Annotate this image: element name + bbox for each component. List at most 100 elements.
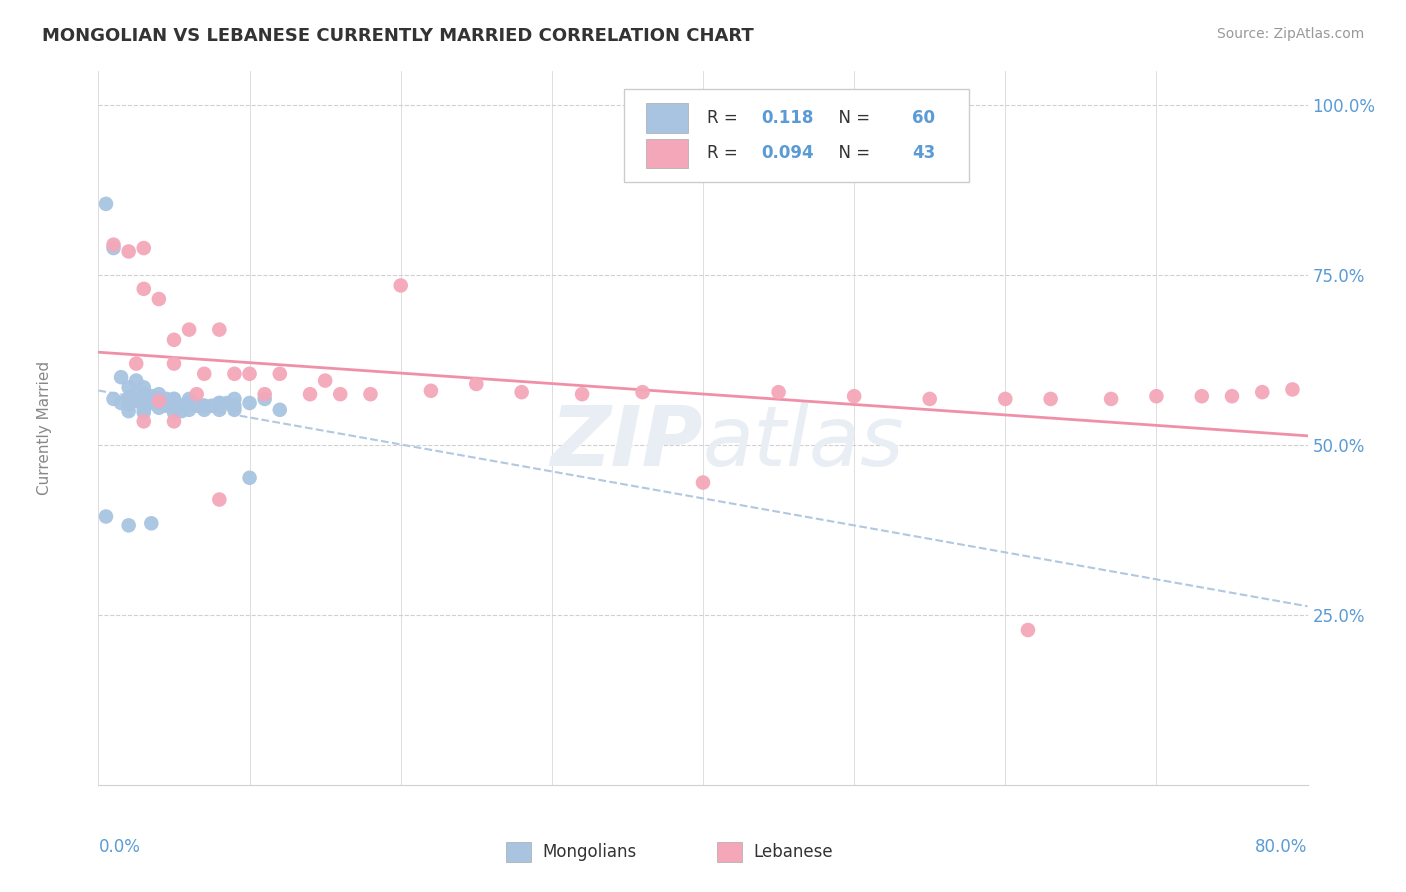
- Point: [1220, 389, 1243, 403]
- Point: [186, 387, 208, 401]
- Point: [186, 399, 208, 413]
- Point: [163, 396, 186, 410]
- Point: [155, 399, 177, 413]
- Point: [179, 402, 201, 417]
- Point: [155, 392, 177, 406]
- Point: [118, 518, 141, 533]
- Point: [224, 399, 246, 413]
- Point: [141, 389, 163, 403]
- Point: [125, 387, 148, 401]
- Text: 60: 60: [912, 109, 935, 127]
- Point: [125, 374, 148, 388]
- FancyBboxPatch shape: [647, 138, 689, 169]
- Point: [269, 367, 291, 381]
- Point: [132, 405, 155, 419]
- Point: [179, 323, 201, 337]
- Text: Mongolians: Mongolians: [543, 843, 637, 861]
- Text: ZIP: ZIP: [550, 402, 703, 483]
- Point: [125, 394, 148, 409]
- Text: R =: R =: [707, 145, 742, 162]
- Point: [110, 396, 132, 410]
- Point: [148, 396, 170, 410]
- Point: [125, 392, 148, 406]
- Point: [103, 241, 125, 255]
- Point: [1017, 623, 1039, 637]
- Text: 0.094: 0.094: [761, 145, 814, 162]
- Point: [163, 333, 186, 347]
- Point: [269, 402, 291, 417]
- Point: [148, 392, 170, 406]
- Text: Source: ZipAtlas.com: Source: ZipAtlas.com: [1216, 27, 1364, 41]
- Point: [163, 357, 186, 371]
- Point: [314, 374, 336, 388]
- Point: [125, 357, 148, 371]
- Text: 0.0%: 0.0%: [98, 838, 141, 856]
- Point: [110, 370, 132, 384]
- Point: [193, 399, 215, 413]
- Point: [918, 392, 941, 406]
- Point: [118, 397, 141, 411]
- Point: [132, 414, 155, 428]
- Point: [103, 237, 125, 252]
- Point: [118, 380, 141, 394]
- Text: 43: 43: [912, 145, 935, 162]
- Point: [1191, 389, 1213, 403]
- Point: [253, 387, 276, 401]
- Point: [132, 402, 155, 417]
- Point: [179, 392, 201, 406]
- Point: [1144, 389, 1167, 403]
- Point: [179, 396, 201, 410]
- Point: [193, 402, 215, 417]
- Point: [201, 399, 224, 413]
- Text: N =: N =: [828, 145, 875, 162]
- Point: [163, 392, 186, 406]
- Point: [132, 394, 155, 409]
- Point: [141, 516, 163, 531]
- Point: [360, 387, 382, 401]
- Point: [148, 401, 170, 415]
- Text: Lebanese: Lebanese: [754, 843, 834, 861]
- Point: [118, 391, 141, 405]
- Point: [132, 387, 155, 401]
- Point: [253, 392, 276, 406]
- FancyBboxPatch shape: [624, 89, 969, 182]
- Point: [1039, 392, 1062, 406]
- Point: [148, 292, 170, 306]
- Point: [193, 399, 215, 413]
- Point: [844, 389, 866, 403]
- Point: [329, 387, 352, 401]
- Point: [420, 384, 443, 398]
- Point: [994, 392, 1017, 406]
- Point: [163, 401, 186, 415]
- Point: [239, 471, 262, 485]
- Point: [465, 376, 488, 391]
- Point: [170, 404, 193, 418]
- Point: [132, 397, 155, 411]
- Point: [132, 399, 155, 413]
- Point: [208, 492, 231, 507]
- Point: [224, 402, 246, 417]
- Point: [163, 414, 186, 428]
- Point: [132, 282, 155, 296]
- Point: [148, 387, 170, 401]
- Point: [1099, 392, 1122, 406]
- Point: [1251, 385, 1274, 400]
- Text: 80.0%: 80.0%: [1256, 838, 1308, 856]
- Point: [118, 404, 141, 418]
- Point: [299, 387, 322, 401]
- Point: [208, 396, 231, 410]
- Point: [510, 385, 533, 400]
- Point: [118, 244, 141, 259]
- Point: [141, 396, 163, 410]
- Text: atlas: atlas: [703, 402, 904, 483]
- Point: [239, 396, 262, 410]
- Text: MONGOLIAN VS LEBANESE CURRENTLY MARRIED CORRELATION CHART: MONGOLIAN VS LEBANESE CURRENTLY MARRIED …: [42, 27, 754, 45]
- Text: N =: N =: [828, 109, 875, 127]
- FancyBboxPatch shape: [647, 103, 689, 133]
- Point: [103, 392, 125, 406]
- Point: [163, 405, 186, 419]
- Text: 0.118: 0.118: [761, 109, 814, 127]
- Point: [571, 387, 593, 401]
- Point: [692, 475, 714, 490]
- Point: [170, 399, 193, 413]
